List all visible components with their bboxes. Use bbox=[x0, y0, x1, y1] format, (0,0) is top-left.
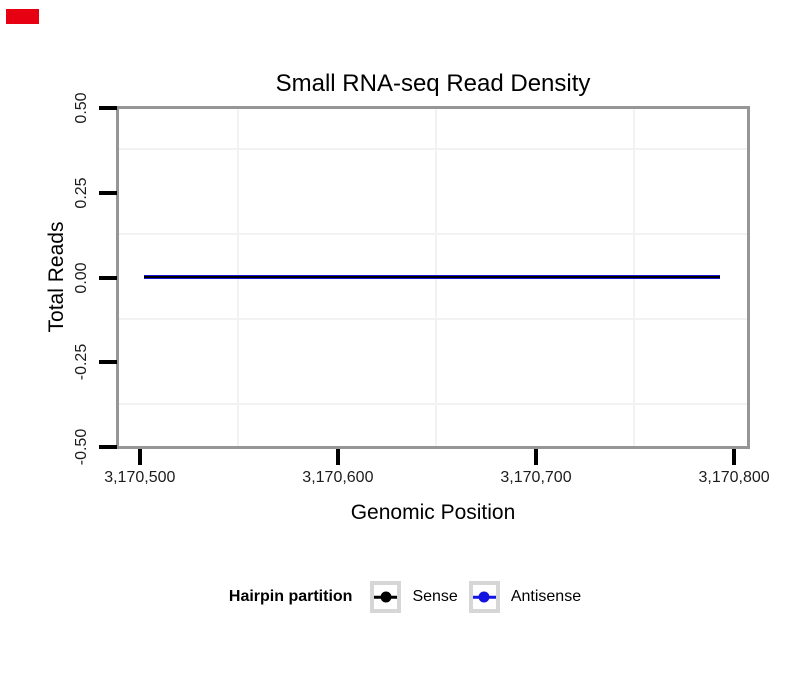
horizontal-gridline bbox=[119, 402, 747, 405]
x-tick-label: 3,170,500 bbox=[104, 469, 176, 486]
y-tick-label: -0.50 bbox=[73, 428, 90, 466]
legend-label-antisense: Antisense bbox=[510, 588, 582, 605]
legend-key-antisense bbox=[468, 581, 500, 613]
x-tick-mark bbox=[732, 449, 737, 465]
y-tick-mark bbox=[99, 190, 117, 195]
horizontal-gridline bbox=[119, 233, 747, 236]
y-axis-title: Total Reads bbox=[45, 221, 68, 333]
x-tick-mark bbox=[534, 449, 538, 465]
x-tick-mark bbox=[335, 449, 340, 465]
plot-panel bbox=[116, 106, 750, 449]
x-axis-title: Genomic Position bbox=[350, 501, 516, 524]
antisense-dot-icon bbox=[478, 591, 490, 603]
y-tick-label: 0.50 bbox=[73, 92, 90, 124]
y-tick-label: 0.25 bbox=[73, 177, 90, 209]
legend: Hairpin partition Sense Antisense bbox=[0, 579, 810, 615]
y-tick-mark bbox=[99, 360, 117, 365]
y-tick-label: -0.25 bbox=[73, 344, 90, 381]
series-line-sense bbox=[143, 275, 721, 278]
x-tick-label: 3,170,600 bbox=[302, 469, 374, 486]
horizontal-gridline bbox=[119, 317, 747, 320]
y-tick-mark bbox=[99, 445, 117, 449]
x-tick-mark bbox=[137, 449, 142, 465]
y-tick-label: 0.00 bbox=[73, 261, 90, 294]
sense-dot-icon bbox=[380, 591, 392, 603]
y-tick-mark bbox=[99, 106, 117, 110]
legend-key-sense bbox=[370, 581, 402, 613]
x-tick-label: 3,170,800 bbox=[698, 469, 770, 486]
y-tick-mark bbox=[99, 275, 117, 280]
legend-label-sense: Sense bbox=[412, 588, 458, 605]
horizontal-gridline bbox=[119, 148, 747, 151]
red-marker bbox=[6, 9, 39, 24]
chart-title: Small RNA-seq Read Density bbox=[275, 70, 591, 97]
legend-title: Hairpin partition bbox=[228, 588, 353, 605]
x-tick-label: 3,170,700 bbox=[500, 469, 572, 486]
